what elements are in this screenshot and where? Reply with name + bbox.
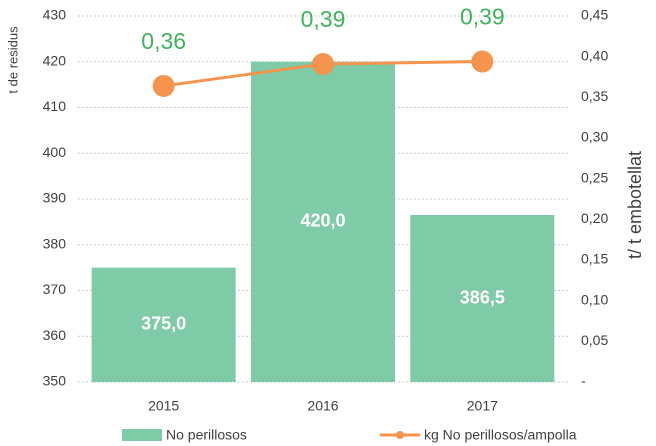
legend-swatch [122,429,162,441]
x-tick-label: 2017 [467,398,498,414]
y2-tick-label: 0,45 [581,7,608,23]
y2-tick-label: 0,10 [581,291,608,307]
y2-axis-title: t/ t embotellat [625,151,645,259]
y2-tick-label: 0,15 [581,251,608,267]
y2-tick-label: 0,30 [581,129,608,145]
y-tick-label: 380 [43,235,67,251]
y-tick-label: 430 [43,7,67,23]
line-value-label: 0,36 [141,28,186,54]
x-tick-label: 2015 [148,398,179,414]
y2-tick-label: - [581,373,586,389]
x-tick-label: 2016 [307,398,338,414]
y-tick-label: 350 [43,373,67,389]
bar-value-label: 420,0 [300,211,345,231]
bar-value-label: 386,5 [460,287,505,307]
line-point [152,74,175,97]
y-tick-label: 390 [43,190,67,206]
legend-swatch [396,431,404,439]
bar [91,267,236,382]
y-tick-label: 410 [43,98,67,114]
bar [410,215,555,382]
bar-value-label: 375,0 [141,314,186,334]
line-point [471,50,494,73]
y-tick-label: 370 [43,281,67,297]
line-point [312,52,334,75]
y-tick-label: 420 [43,52,67,68]
line-value-label: 0,39 [460,4,505,30]
y2-tick-label: 0,05 [581,332,608,348]
bar [251,61,395,382]
y2-tick-label: 0,20 [581,210,608,226]
y-axis-title: t de residus [5,26,20,94]
y-tick-label: 360 [43,327,67,343]
y2-tick-label: 0,35 [581,88,608,104]
y2-tick-label: 0,40 [581,47,608,63]
legend-label: No perillosos [166,427,247,443]
y-tick-label: 400 [43,144,67,160]
line-value-label: 0,39 [301,6,346,32]
legend-label: kg No perillosos/ampolla [424,427,577,443]
y2-tick-label: 0,25 [581,169,608,185]
